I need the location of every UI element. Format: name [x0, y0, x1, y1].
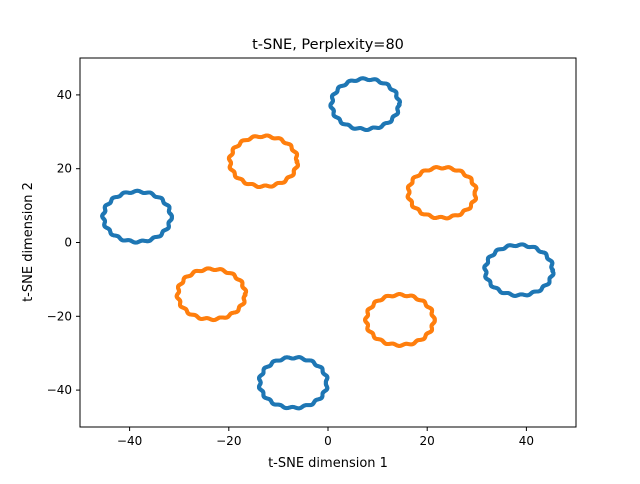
cluster-ring [100, 188, 174, 245]
scatter-point [323, 381, 328, 386]
x-tick-label: 40 [519, 434, 534, 448]
y-axis-label: t-SNE dimension 2 [21, 182, 36, 302]
y-tick-label: −20 [47, 309, 72, 323]
y-tick-label: 0 [64, 236, 72, 250]
scatter-point [243, 292, 248, 297]
x-axis-ticks: −40 −20 0 20 40 [117, 427, 534, 448]
scatter-point [294, 159, 299, 164]
y-tick-label: 20 [57, 162, 72, 176]
scatter-point [550, 268, 555, 273]
x-tick-label: 20 [420, 434, 435, 448]
cluster-ring [405, 165, 479, 221]
scatter-point [169, 215, 174, 220]
cluster-ring [256, 355, 330, 411]
x-tick-label: −40 [117, 434, 142, 448]
cluster-ring [328, 76, 402, 133]
y-tick-label: −40 [47, 383, 72, 397]
cluster-ring [226, 133, 300, 190]
cluster-ring [482, 242, 556, 298]
x-tick-label: −20 [216, 434, 241, 448]
cluster-ring [174, 266, 249, 323]
chart-title: t-SNE, Perplexity=80 [252, 37, 404, 53]
cluster-ring [363, 292, 437, 348]
scatter-point [397, 102, 402, 107]
scatter-point [432, 318, 437, 323]
y-axis-ticks: −40 −20 0 20 40 [47, 88, 80, 397]
x-tick-label: 0 [324, 434, 332, 448]
plot-frame [79, 57, 577, 428]
y-tick-label: 40 [57, 88, 72, 102]
x-axis-label: t-SNE dimension 1 [268, 456, 388, 471]
plot-marks [100, 76, 556, 411]
scatter-point [472, 191, 477, 196]
